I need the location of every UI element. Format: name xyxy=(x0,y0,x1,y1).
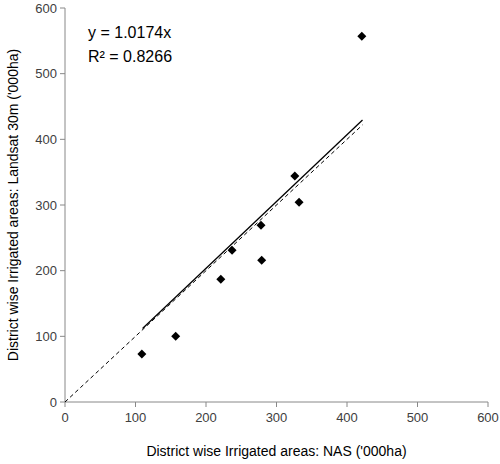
x-tick-label: 0 xyxy=(61,410,68,425)
y-tick-label: 100 xyxy=(35,329,57,344)
data-point xyxy=(137,350,146,359)
x-tick xyxy=(347,402,348,407)
annotation: R² = 0.8266 xyxy=(88,48,172,65)
annotation: y = 1.0174x xyxy=(88,24,171,41)
y-tick-label: 500 xyxy=(35,66,57,81)
y-tick xyxy=(60,270,65,271)
x-tick xyxy=(135,402,136,407)
x-tick xyxy=(417,402,418,407)
y-tick-label: 300 xyxy=(35,198,57,213)
y-tick xyxy=(60,402,65,403)
y-tick xyxy=(60,139,65,140)
x-tick-label: 600 xyxy=(477,410,499,425)
plot-area xyxy=(65,32,366,402)
x-tick xyxy=(65,402,66,407)
x-tick xyxy=(206,402,207,407)
x-tick-label: 400 xyxy=(336,410,358,425)
y-tick xyxy=(60,8,65,9)
y-axis-label: District wise Irrigated areas: Landsat 3… xyxy=(5,49,21,361)
x-tick-label: 300 xyxy=(266,410,288,425)
y-tick-label: 600 xyxy=(35,1,57,16)
x-tick xyxy=(276,402,277,407)
x-tick-label: 200 xyxy=(195,410,217,425)
y-tick-label: 0 xyxy=(50,395,57,410)
x-tick xyxy=(488,402,489,407)
x-tick-label: 500 xyxy=(407,410,429,425)
y-tick xyxy=(60,73,65,74)
x-tick-label: 100 xyxy=(125,410,147,425)
data-point xyxy=(171,332,180,341)
trend-line xyxy=(143,120,363,328)
data-point xyxy=(357,32,366,41)
data-point xyxy=(290,172,299,181)
y-tick-label: 400 xyxy=(35,132,57,147)
x-axis-label: District wise Irrigated areas: NAS ('000… xyxy=(146,443,406,459)
reference-line xyxy=(65,125,363,402)
y-tick-label: 200 xyxy=(35,263,57,278)
chart: 0 100 200 300 400 500 600 0 100 200 300 400 500 600 Di… xyxy=(0,0,500,464)
data-point xyxy=(256,221,265,230)
data-point xyxy=(295,198,304,207)
data-point xyxy=(257,256,266,265)
y-tick xyxy=(60,336,65,337)
y-tick xyxy=(60,205,65,206)
data-point xyxy=(216,275,225,284)
